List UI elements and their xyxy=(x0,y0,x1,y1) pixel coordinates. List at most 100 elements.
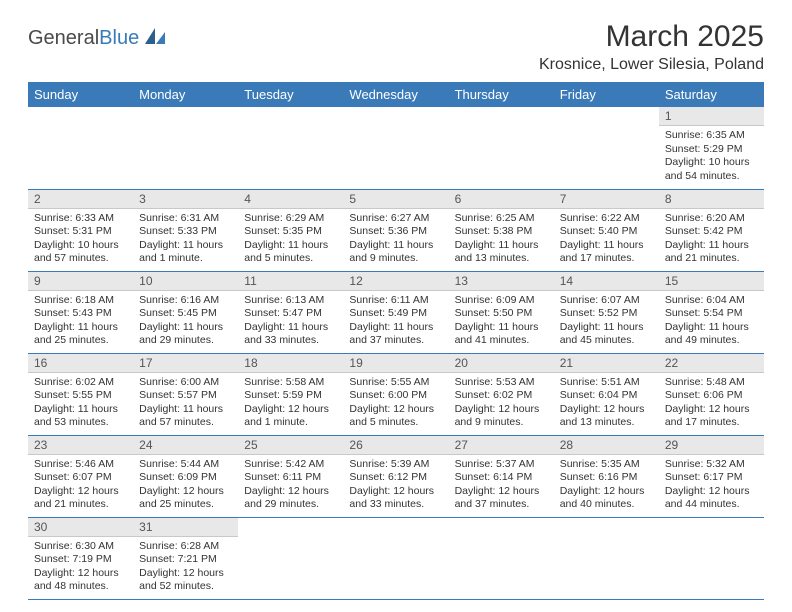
sunrise-text: Sunrise: 6:11 AM xyxy=(349,294,442,308)
day-number: 9 xyxy=(28,272,133,291)
day-details: Sunrise: 5:37 AMSunset: 6:14 PMDaylight:… xyxy=(449,455,554,517)
sunset-text: Sunset: 5:49 PM xyxy=(349,307,442,321)
calendar-week-row: 30Sunrise: 6:30 AMSunset: 7:19 PMDayligh… xyxy=(28,517,764,599)
day-number: 23 xyxy=(28,436,133,455)
calendar-page: GeneralBlue March 2025 Krosnice, Lower S… xyxy=(0,0,792,600)
day-number: 2 xyxy=(28,190,133,209)
weekday-header: Saturday xyxy=(659,82,764,107)
calendar-cell: 5Sunrise: 6:27 AMSunset: 5:36 PMDaylight… xyxy=(343,189,448,271)
day-number: 26 xyxy=(343,436,448,455)
day-details: Sunrise: 5:39 AMSunset: 6:12 PMDaylight:… xyxy=(343,455,448,517)
calendar-cell: 19Sunrise: 5:55 AMSunset: 6:00 PMDayligh… xyxy=(343,353,448,435)
day-details: Sunrise: 6:16 AMSunset: 5:45 PMDaylight:… xyxy=(133,291,238,353)
month-title: March 2025 xyxy=(539,20,764,54)
logo: GeneralBlue xyxy=(28,26,167,51)
logo-word-blue: Blue xyxy=(99,27,139,49)
sunset-text: Sunset: 5:45 PM xyxy=(139,307,232,321)
day-number: 8 xyxy=(659,190,764,209)
sunset-text: Sunset: 5:29 PM xyxy=(665,143,758,157)
day-number: 21 xyxy=(554,354,659,373)
day-number: 16 xyxy=(28,354,133,373)
day-details: Sunrise: 6:27 AMSunset: 5:36 PMDaylight:… xyxy=(343,209,448,271)
sunrise-text: Sunrise: 6:18 AM xyxy=(34,294,127,308)
header: GeneralBlue March 2025 Krosnice, Lower S… xyxy=(28,20,764,74)
sunrise-text: Sunrise: 6:00 AM xyxy=(139,376,232,390)
day-details: Sunrise: 5:35 AMSunset: 6:16 PMDaylight:… xyxy=(554,455,659,517)
calendar-week-row: 1Sunrise: 6:35 AMSunset: 5:29 PMDaylight… xyxy=(28,107,764,189)
sunrise-text: Sunrise: 6:30 AM xyxy=(34,540,127,554)
calendar-cell: 9Sunrise: 6:18 AMSunset: 5:43 PMDaylight… xyxy=(28,271,133,353)
sunrise-text: Sunrise: 6:25 AM xyxy=(455,212,548,226)
daylight-text: Daylight: 12 hours and 37 minutes. xyxy=(455,485,548,512)
calendar-cell: 2Sunrise: 6:33 AMSunset: 5:31 PMDaylight… xyxy=(28,189,133,271)
day-details: Sunrise: 6:29 AMSunset: 5:35 PMDaylight:… xyxy=(238,209,343,271)
sunrise-text: Sunrise: 5:48 AM xyxy=(665,376,758,390)
day-details: Sunrise: 5:55 AMSunset: 6:00 PMDaylight:… xyxy=(343,373,448,435)
calendar-cell xyxy=(554,107,659,189)
calendar-cell: 25Sunrise: 5:42 AMSunset: 6:11 PMDayligh… xyxy=(238,435,343,517)
sunrise-text: Sunrise: 5:35 AM xyxy=(560,458,653,472)
daylight-text: Daylight: 11 hours and 17 minutes. xyxy=(560,239,653,266)
sunrise-text: Sunrise: 6:31 AM xyxy=(139,212,232,226)
day-number: 18 xyxy=(238,354,343,373)
daylight-text: Daylight: 11 hours and 21 minutes. xyxy=(665,239,758,266)
sunset-text: Sunset: 6:04 PM xyxy=(560,389,653,403)
calendar-cell: 31Sunrise: 6:28 AMSunset: 7:21 PMDayligh… xyxy=(133,517,238,599)
calendar-cell: 17Sunrise: 6:00 AMSunset: 5:57 PMDayligh… xyxy=(133,353,238,435)
day-number: 19 xyxy=(343,354,448,373)
sunrise-text: Sunrise: 6:02 AM xyxy=(34,376,127,390)
daylight-text: Daylight: 11 hours and 37 minutes. xyxy=(349,321,442,348)
day-details: Sunrise: 6:22 AMSunset: 5:40 PMDaylight:… xyxy=(554,209,659,271)
day-number: 20 xyxy=(449,354,554,373)
calendar-cell: 4Sunrise: 6:29 AMSunset: 5:35 PMDaylight… xyxy=(238,189,343,271)
day-number: 5 xyxy=(343,190,448,209)
day-details: Sunrise: 6:31 AMSunset: 5:33 PMDaylight:… xyxy=(133,209,238,271)
day-number: 27 xyxy=(449,436,554,455)
calendar-cell xyxy=(238,107,343,189)
sunset-text: Sunset: 6:06 PM xyxy=(665,389,758,403)
sunset-text: Sunset: 5:38 PM xyxy=(455,225,548,239)
calendar-week-row: 9 Sunrise: 6:18 AMSunset: 5:43 PM Daylight… xyxy=(28,271,764,353)
sunset-text: Sunset: 5:42 PM xyxy=(665,225,758,239)
sunrise-text: Sunrise: 6:04 AM xyxy=(665,294,758,308)
calendar-cell: 22Sunrise: 5:48 AMSunset: 6:06 PMDayligh… xyxy=(659,353,764,435)
sunset-text: Sunset: 7:21 PM xyxy=(139,553,232,567)
calendar-cell: 6Sunrise: 6:25 AMSunset: 5:38 PMDaylight… xyxy=(449,189,554,271)
day-number: 12 xyxy=(343,272,448,291)
weekday-header: Monday xyxy=(133,82,238,107)
day-details: Sunrise: 6:33 AMSunset: 5:31 PMDaylight:… xyxy=(28,209,133,271)
weekday-header: Sunday xyxy=(28,82,133,107)
daylight-text: Daylight: 12 hours and 40 minutes. xyxy=(560,485,653,512)
sunset-text: Sunset: 5:47 PM xyxy=(244,307,337,321)
calendar-week-row: 16Sunrise: 6:02 AMSunset: 5:55 PMDayligh… xyxy=(28,353,764,435)
calendar-cell: 1Sunrise: 6:35 AMSunset: 5:29 PMDaylight… xyxy=(659,107,764,189)
calendar-cell: 30Sunrise: 6:30 AMSunset: 7:19 PMDayligh… xyxy=(28,517,133,599)
sunrise-text: Sunrise: 6:33 AM xyxy=(34,212,127,226)
weekday-header: Friday xyxy=(554,82,659,107)
calendar-week-row: 2Sunrise: 6:33 AMSunset: 5:31 PMDaylight… xyxy=(28,189,764,271)
daylight-text: Daylight: 11 hours and 41 minutes. xyxy=(455,321,548,348)
weekday-header: Thursday xyxy=(449,82,554,107)
daylight-text: Daylight: 11 hours and 57 minutes. xyxy=(139,403,232,430)
calendar-cell xyxy=(449,107,554,189)
calendar-cell: 16Sunrise: 6:02 AMSunset: 5:55 PMDayligh… xyxy=(28,353,133,435)
sunrise-text: Sunrise: 5:55 AM xyxy=(349,376,442,390)
daylight-text: Daylight: 12 hours and 52 minutes. xyxy=(139,567,232,594)
sunset-text: Sunset: 5:43 PM xyxy=(34,307,127,321)
calendar-cell xyxy=(343,107,448,189)
day-number: 14 xyxy=(554,272,659,291)
sunrise-text: Sunrise: 6:16 AM xyxy=(139,294,232,308)
day-details: Sunrise: 6:25 AMSunset: 5:38 PMDaylight:… xyxy=(449,209,554,271)
weekday-header-row: Sunday Monday Tuesday Wednesday Thursday… xyxy=(28,82,764,107)
calendar-week-row: 23Sunrise: 5:46 AMSunset: 6:07 PMDayligh… xyxy=(28,435,764,517)
daylight-text: Daylight: 12 hours and 29 minutes. xyxy=(244,485,337,512)
daylight-text: Daylight: 11 hours and 49 minutes. xyxy=(665,321,758,348)
daylight-text: Daylight: 11 hours and 45 minutes. xyxy=(560,321,653,348)
day-number: 17 xyxy=(133,354,238,373)
sunset-text: Sunset: 6:11 PM xyxy=(244,471,337,485)
calendar-cell xyxy=(343,517,448,599)
weekday-header: Tuesday xyxy=(238,82,343,107)
day-details: Sunrise: 5:32 AMSunset: 6:17 PMDaylight:… xyxy=(659,455,764,517)
daylight-text: Daylight: 12 hours and 44 minutes. xyxy=(665,485,758,512)
daylight-text: Daylight: 12 hours and 33 minutes. xyxy=(349,485,442,512)
